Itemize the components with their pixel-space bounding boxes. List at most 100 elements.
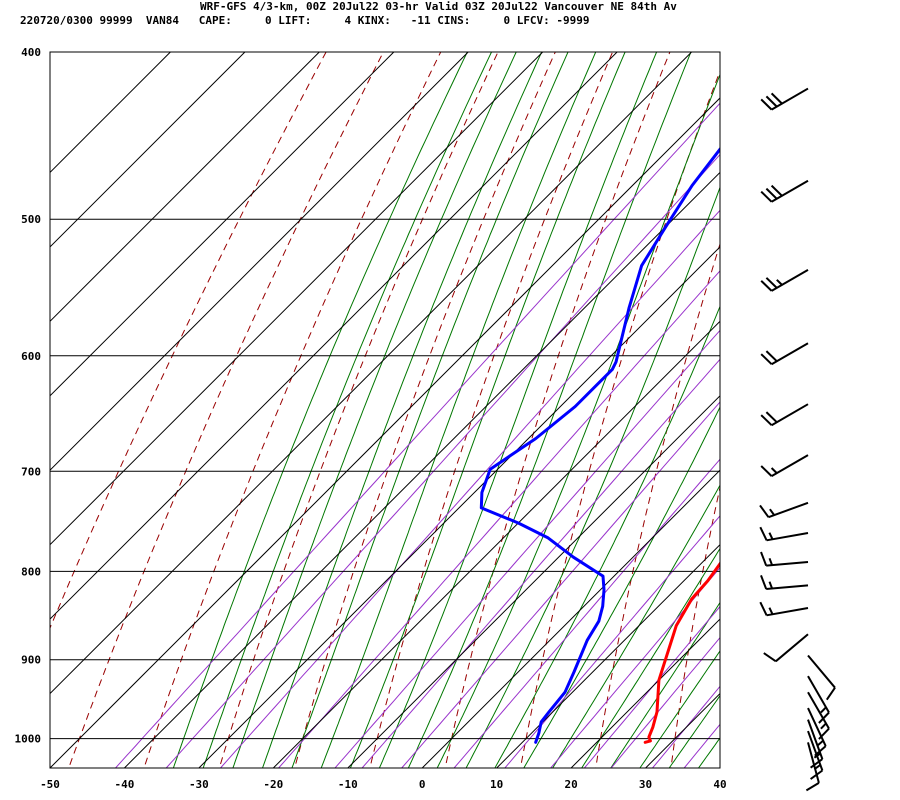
barb-shaft	[771, 403, 809, 427]
wind-barb	[760, 269, 809, 292]
temperature-profile	[643, 561, 720, 744]
wind-barb	[760, 179, 809, 203]
barb-half-feather	[820, 706, 827, 714]
y-tick-label: 400	[21, 46, 41, 59]
x-tick-label: -50	[40, 778, 60, 791]
barb-half-feather	[768, 581, 774, 589]
moist-adiabat	[697, 737, 720, 768]
dry-adiabat	[819, 0, 900, 800]
moist-adiabat	[842, 0, 900, 800]
barb-feather	[759, 504, 770, 518]
x-tick-label: 0	[419, 778, 426, 791]
x-tick-label: -30	[189, 778, 209, 791]
x-tick-label: 30	[639, 778, 652, 791]
chart-title: WRF-GFS 4/3-km, 00Z 20Jul22 03-hr Valid …	[200, 0, 677, 13]
moist-adiabat	[436, 73, 720, 768]
moist-adiabat	[812, 0, 900, 800]
dry-adiabat	[519, 69, 720, 768]
dry-adiabat	[895, 0, 900, 800]
barb-feather	[810, 758, 823, 769]
barb-shaft	[771, 269, 809, 292]
moist-adiabat	[610, 601, 720, 768]
barb-feather	[765, 95, 778, 108]
barb-shaft	[771, 454, 809, 477]
isotherm	[198, 246, 720, 768]
isotherm	[719, 767, 720, 768]
moist-adiabat	[232, 52, 517, 768]
barb-shaft	[807, 654, 836, 689]
dry-adiabat	[369, 52, 614, 768]
wind-barbs	[759, 87, 836, 792]
isotherm	[570, 618, 720, 768]
moist-adiabat	[172, 52, 468, 768]
isotherm	[50, 52, 320, 323]
wind-barb	[807, 675, 830, 724]
moist-adiabat	[783, 0, 900, 800]
barb-feather	[760, 190, 773, 203]
wind-barb	[759, 601, 809, 617]
moist-adiabat	[494, 305, 720, 768]
barb-half-feather	[769, 508, 776, 516]
barb-shaft	[807, 691, 830, 730]
wind-barb	[760, 454, 809, 477]
isotherm	[421, 469, 720, 768]
x-tick-label: 10	[490, 778, 503, 791]
moist-adiabat	[378, 52, 658, 768]
dry-adiabat	[50, 52, 327, 630]
barb-shaft	[766, 606, 809, 617]
moist-adiabat	[320, 52, 597, 768]
wind-barb	[760, 551, 809, 567]
mixing-ratio-line	[401, 401, 720, 768]
wind-barb	[807, 654, 836, 701]
isotherm	[50, 97, 720, 768]
x-tick-label: 40	[713, 778, 726, 791]
dry-adiabat	[218, 52, 499, 768]
barb-shaft	[771, 87, 809, 111]
mixing-ratio-line	[610, 636, 720, 768]
barb-feather	[760, 551, 768, 566]
barb-feather	[760, 353, 773, 365]
wind-barb	[805, 742, 820, 792]
wind-barb	[759, 526, 809, 542]
barb-feather	[765, 350, 778, 362]
barb-half-feather	[776, 279, 783, 286]
wind-barb	[760, 575, 809, 590]
barb-feather	[765, 187, 778, 200]
moist-adiabat	[639, 650, 720, 768]
wind-barb	[760, 87, 809, 111]
barb-feather	[760, 414, 773, 426]
barb-shaft	[766, 531, 809, 542]
mixing-ratio-line	[114, 102, 720, 768]
mixing-ratio-line	[453, 458, 720, 768]
wind-barb	[760, 342, 809, 366]
mixing-ratio-line	[683, 723, 720, 768]
barb-shaft	[766, 584, 809, 590]
moist-adiabat	[465, 186, 720, 768]
isotherm	[645, 692, 720, 768]
barb-feather	[759, 526, 768, 541]
isotherm	[50, 52, 395, 397]
barb-feather	[760, 575, 768, 590]
wind-barb	[759, 501, 809, 519]
isotherm	[50, 52, 246, 248]
plot-frame	[49, 51, 721, 769]
mixing-ratio-line	[651, 685, 720, 768]
barb-half-feather	[768, 557, 774, 566]
mixing-ratio-line	[165, 153, 720, 768]
isotherm	[50, 52, 618, 620]
y-tick-label: 900	[21, 654, 41, 667]
moist-adiabat	[523, 405, 720, 768]
barb-shaft	[771, 342, 809, 366]
barb-shaft	[771, 179, 809, 203]
dry-adiabat	[670, 485, 720, 768]
x-tick-label: -10	[338, 778, 358, 791]
barb-shaft	[768, 501, 809, 519]
isotherm	[50, 52, 692, 695]
barb-shaft	[775, 633, 809, 663]
barb-feather	[760, 98, 773, 111]
barb-feather	[760, 465, 773, 477]
dry-adiabat	[742, 0, 900, 800]
moist-adiabat	[668, 694, 720, 768]
